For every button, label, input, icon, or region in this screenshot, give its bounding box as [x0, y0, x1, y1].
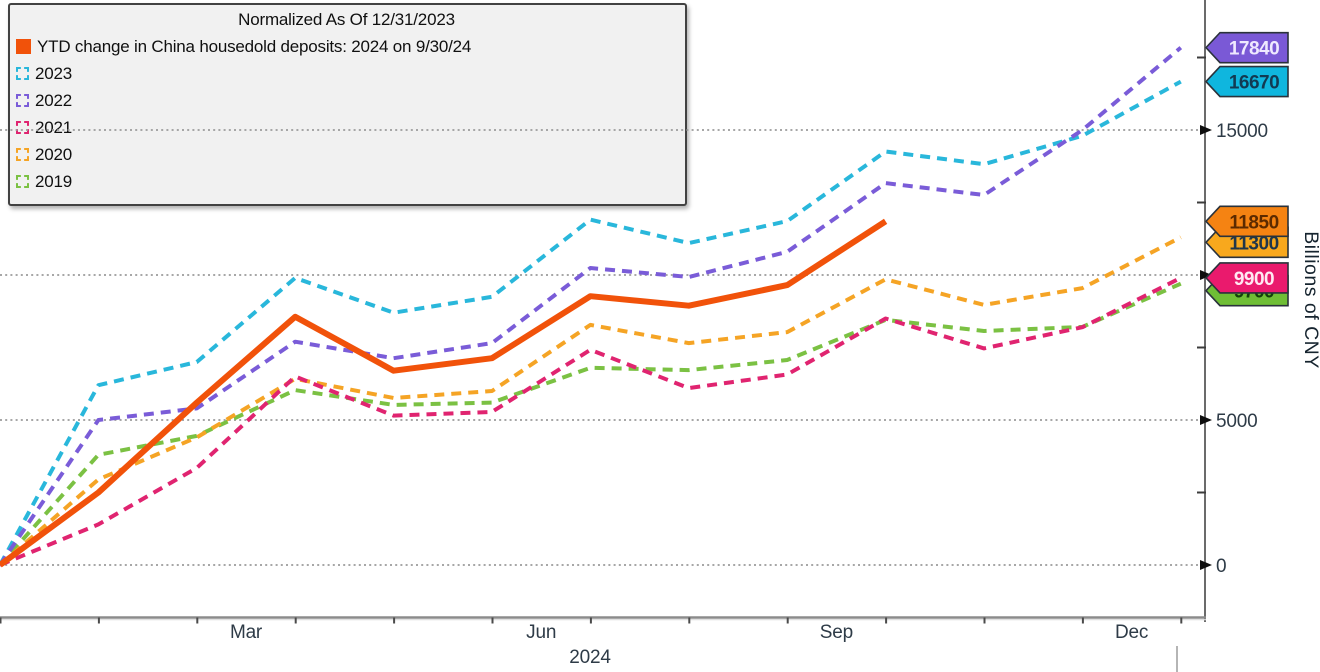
year-label: 2024: [569, 647, 611, 668]
legend-items: YTD change in China housedold deposits: …: [16, 33, 677, 195]
legend-item-2023: 2023: [16, 60, 677, 87]
y-axis-title: Billions of CNY: [1300, 231, 1320, 369]
series-line-2024: [0, 218, 888, 568]
series-line-2019: [0, 281, 1182, 567]
dashed-swatch-icon: [16, 175, 29, 188]
axis-value-tag-9900: [1204, 262, 1289, 294]
axis-value-tag-16670: [1204, 65, 1289, 98]
legend-title: Normalized As Of 12/31/2023: [238, 10, 455, 29]
legend-item-label: 2019: [35, 171, 73, 191]
axis-value-tag-label: 9900: [1234, 269, 1274, 290]
y-tick-arrow: [1200, 560, 1212, 570]
legend-item-2022: 2022: [16, 87, 677, 114]
legend-item-label: 2021: [35, 117, 73, 137]
legend-item-label: 2023: [35, 63, 73, 83]
axis-value-tag-11300: [1204, 226, 1289, 259]
dashed-swatch-icon: [16, 67, 29, 80]
axis-value-tag-9700: [1204, 274, 1289, 307]
month-label-dec: Dec: [1115, 622, 1148, 643]
axis-value-tag-17840: [1204, 31, 1289, 64]
y-tick-label: 0: [1216, 556, 1226, 577]
legend-item-2024-ytd: YTD change in China housedold deposits: …: [16, 33, 677, 60]
legend-item-2020: 2020: [16, 141, 677, 168]
dashed-swatch-icon: [16, 94, 29, 107]
month-label-mar: Mar: [230, 622, 263, 643]
month-label-sep: Sep: [820, 622, 853, 643]
y-tick-label: 5000: [1216, 411, 1257, 432]
y-tick-arrow: [1200, 270, 1212, 280]
axis-value-tag-11850: [1204, 205, 1289, 238]
axis-value-tag-label: 11850: [1229, 212, 1278, 233]
legend-item-2019: 2019: [16, 168, 677, 195]
axis-value-tag-label: 17840: [1229, 39, 1279, 60]
series-line-2020: [0, 235, 1182, 567]
month-label-jun: Jun: [526, 622, 556, 643]
dashed-swatch-icon: [16, 121, 29, 134]
y-tick-label: 15000: [1216, 121, 1268, 142]
legend-item-label: 2022: [35, 90, 73, 110]
legend-item-label: 2020: [35, 144, 73, 164]
chart-legend: Normalized As Of 12/31/2023 YTD change i…: [8, 3, 687, 206]
axis-value-tag-label: 11300: [1229, 233, 1278, 254]
dashed-swatch-icon: [16, 148, 29, 161]
series-line-2021: [0, 276, 1182, 567]
legend-item-2021: 2021: [16, 114, 677, 141]
solid-swatch-icon: [16, 39, 31, 54]
axis-value-tag-label: 16670: [1229, 73, 1279, 94]
axis-value-tag-label: 9700: [1234, 282, 1274, 303]
y-tick-arrow: [1200, 415, 1212, 425]
legend-item-label: YTD change in China housedold deposits: …: [37, 36, 472, 56]
y-tick-arrow: [1200, 125, 1212, 135]
